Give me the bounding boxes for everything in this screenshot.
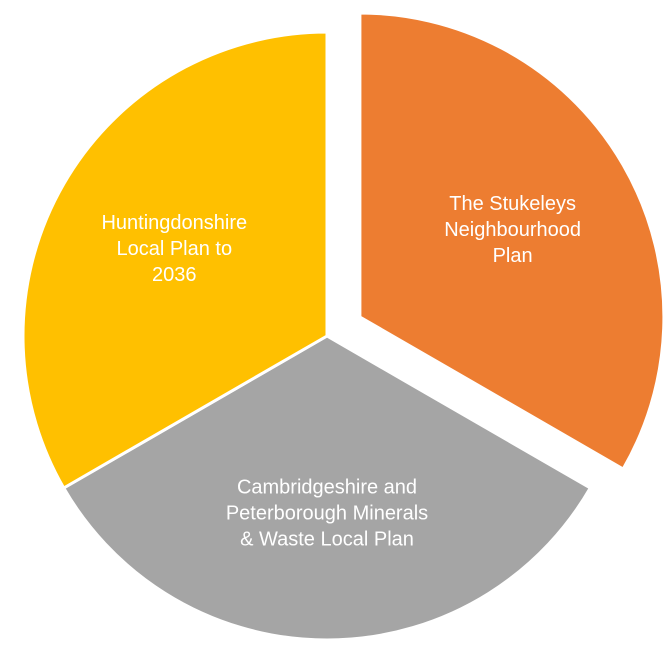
pie-slice (358, 11, 666, 471)
pie-slice-label-line: Peterborough Minerals (226, 502, 428, 524)
pie-slice-label-line: Plan (493, 245, 533, 267)
pie-labels: The Stukeleys Neighbourhood Plan Cambridges… (101, 193, 581, 550)
pie-slice-label-line: & Waste Local Plan (240, 528, 414, 550)
pie-slice-label: Cambridgeshire and Peterborough Minerals &… (226, 476, 428, 550)
pie-slices (21, 11, 666, 642)
pie-slice-label-line: The Stukeleys (449, 193, 576, 215)
pie-slice-label-line: Local Plan to (116, 238, 232, 260)
pie-slice-label-line: Huntingdonshire (101, 212, 247, 234)
pie-slice-label-line: Cambridgeshire and (237, 476, 417, 498)
pie-slice-label: The Stukeleys Neighbourhood Plan (444, 193, 581, 267)
pie-slice (21, 30, 329, 490)
pie-slice-label-line: 2036 (152, 264, 197, 286)
pie-slice-label-line: Neighbourhood (444, 219, 581, 241)
pie-slice-label: Huntingdonshire Local Plan to 2036 (101, 212, 247, 286)
